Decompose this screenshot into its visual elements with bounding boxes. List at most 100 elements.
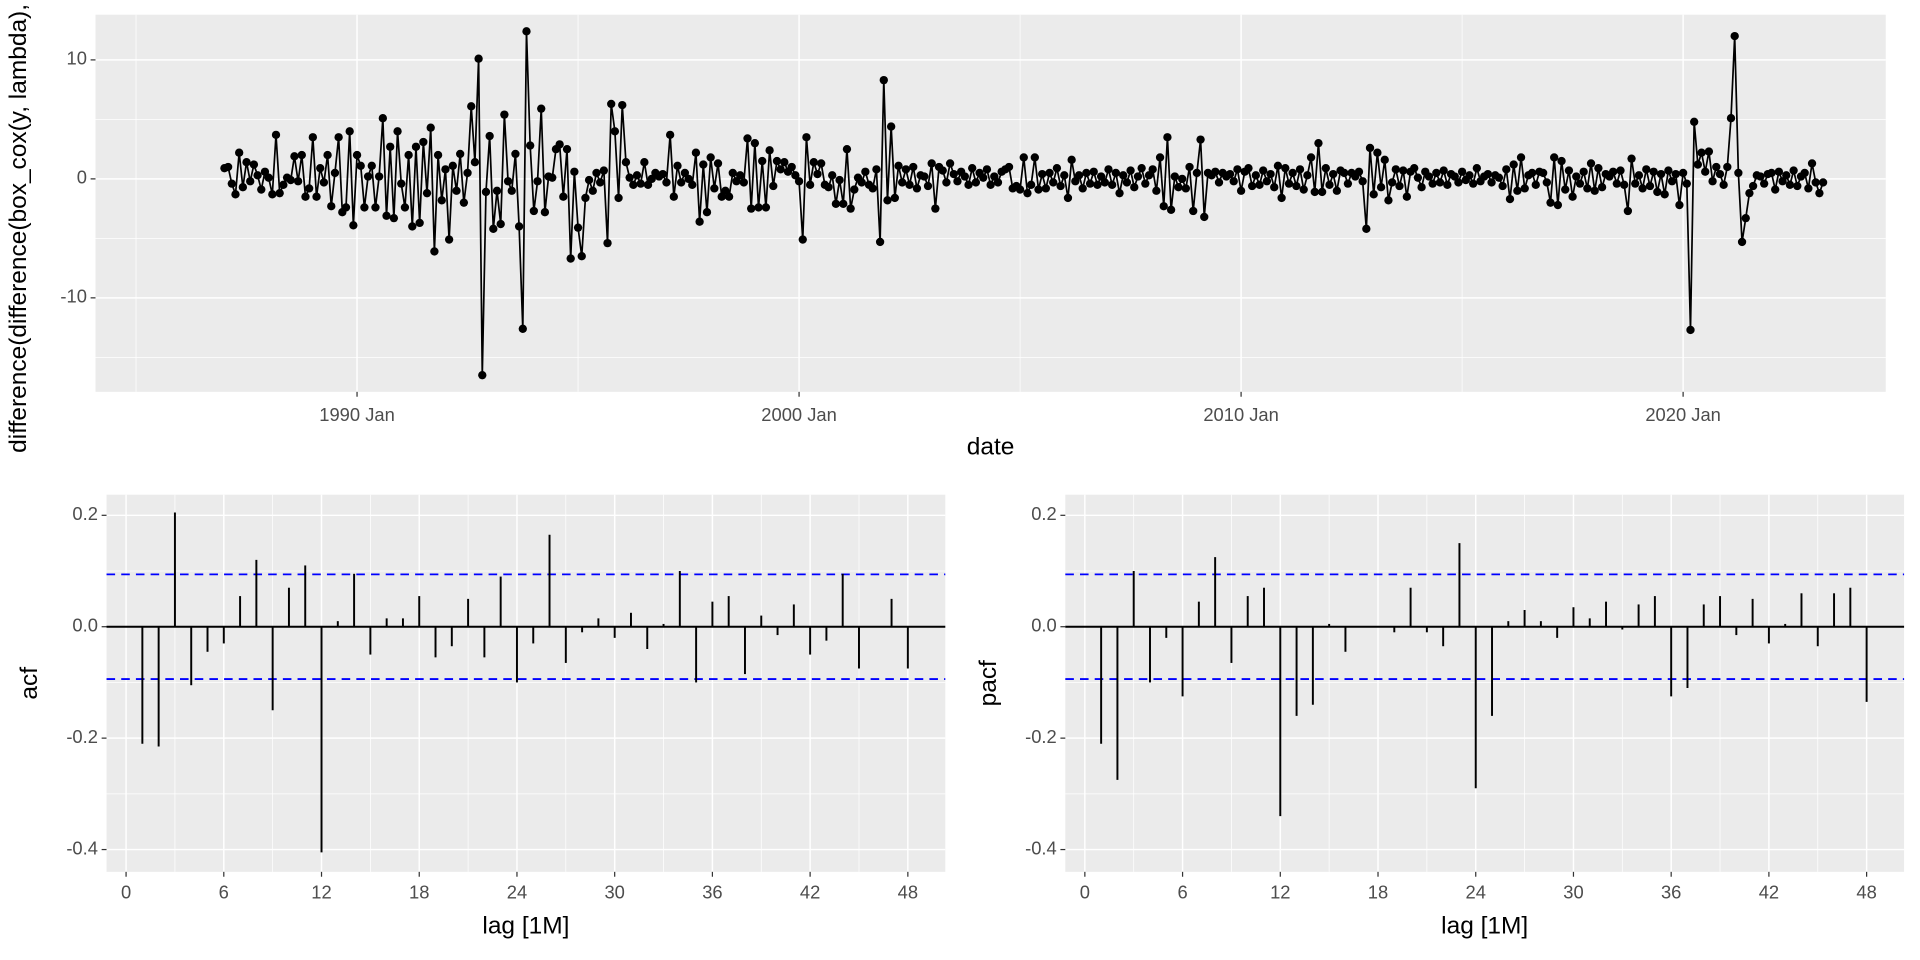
series-point [492, 186, 502, 195]
series-point [1177, 174, 1187, 184]
series-point [1667, 177, 1677, 186]
series-point [389, 213, 399, 223]
series-point [817, 159, 826, 168]
series-point [448, 161, 457, 170]
series-point [677, 178, 686, 187]
series-point [1391, 165, 1400, 174]
series-point [603, 238, 612, 248]
series-point [1664, 166, 1673, 175]
series-point [1737, 237, 1747, 247]
series-point [275, 188, 284, 198]
series-point [643, 180, 653, 189]
series-point [452, 186, 461, 195]
series-point [724, 192, 734, 201]
series-point [1155, 153, 1165, 162]
series-point [1715, 169, 1725, 179]
series-point [765, 146, 774, 155]
series-point [1148, 165, 1157, 174]
series-point [1074, 171, 1084, 180]
series-point [610, 127, 620, 136]
x-tick-label: 0 [121, 882, 131, 903]
series-point [901, 165, 911, 174]
series-point [1317, 187, 1327, 197]
series-point [750, 139, 760, 148]
series-point [713, 159, 723, 168]
series-point [426, 123, 435, 132]
series-point [949, 169, 958, 179]
series-point [1723, 162, 1732, 172]
series-point [1807, 159, 1817, 168]
series-point [794, 177, 804, 186]
series-point [1439, 166, 1448, 175]
series-point [809, 158, 818, 167]
series-point [470, 158, 480, 167]
series-point [1734, 168, 1743, 178]
series-point [986, 180, 995, 189]
series-point [599, 166, 609, 175]
series-point [345, 127, 354, 136]
series-point [1236, 186, 1246, 195]
series-point [680, 168, 690, 178]
series-point [658, 169, 667, 179]
series-point [349, 221, 358, 230]
series-point [223, 162, 233, 172]
series-point [312, 192, 321, 201]
series-point [706, 153, 715, 162]
series-point [584, 175, 594, 185]
series-point [1450, 172, 1459, 181]
series-point [1015, 185, 1025, 194]
series-point [360, 203, 369, 212]
series-point [1130, 183, 1139, 192]
series-point [1244, 164, 1253, 173]
y-tick-label: -0.2 [66, 726, 98, 747]
series-point [1211, 167, 1220, 176]
series-point [352, 150, 362, 160]
series-point [363, 172, 373, 181]
series-point [1255, 180, 1264, 189]
series-point [1660, 190, 1669, 199]
x-tick-label: 30 [604, 882, 624, 903]
series-point [879, 75, 888, 85]
series-point [1288, 168, 1297, 178]
series-point [688, 180, 697, 189]
series-point [1004, 162, 1014, 172]
series-point [1557, 156, 1566, 166]
series-point [857, 178, 866, 187]
series-point [1292, 181, 1301, 191]
x-tick-label: 48 [1856, 882, 1876, 903]
series-point [555, 140, 564, 149]
series-point [526, 141, 535, 150]
series-point [1785, 180, 1795, 189]
series-point [1049, 178, 1058, 187]
series-point [614, 193, 623, 203]
series-point [1126, 166, 1135, 175]
series-point [1082, 168, 1091, 178]
panel-background [1065, 494, 1905, 872]
series-point [257, 185, 266, 194]
series-point [824, 183, 833, 192]
series-point [341, 203, 351, 212]
series-point [846, 204, 855, 213]
series-point [286, 175, 295, 185]
series-point [253, 171, 262, 180]
series-point [1277, 193, 1286, 203]
series-point [1811, 178, 1820, 187]
series-point [356, 161, 365, 170]
series-point [1465, 171, 1474, 180]
series-point [474, 54, 483, 63]
series-point [1144, 171, 1154, 180]
series-point [1166, 205, 1176, 214]
series-point [971, 178, 981, 187]
series-point [1631, 179, 1640, 188]
y-axis-title: pacf [975, 660, 1002, 706]
series-point [415, 218, 424, 228]
x-tick-label: 48 [898, 882, 918, 903]
series-point [1708, 177, 1717, 186]
series-point [1259, 166, 1268, 175]
series-point [1104, 165, 1113, 174]
x-tick-label: 2000 Jan [761, 404, 837, 425]
series-point [813, 169, 822, 179]
series-point [249, 160, 259, 169]
series-point [279, 180, 288, 189]
series-point [1527, 168, 1537, 178]
